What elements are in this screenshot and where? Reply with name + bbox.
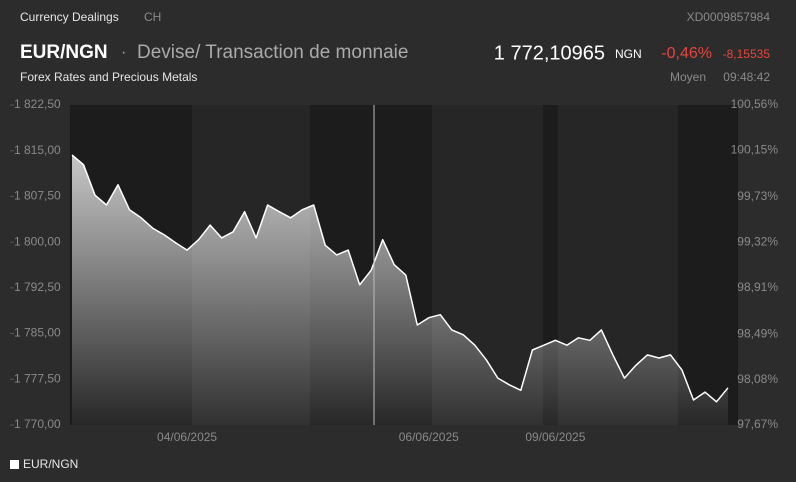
y-tick-label: 1 807,50 xyxy=(14,189,61,203)
price-type: Moyen xyxy=(670,70,706,84)
y-tick-label: 1 822,50 xyxy=(14,97,61,111)
y2-tick-label: 100,56% xyxy=(731,97,779,111)
time: 09:48:42 xyxy=(723,70,770,84)
y-tick-label: 1 800,00 xyxy=(14,234,61,248)
y2-tick-label: 99,73% xyxy=(737,189,778,203)
y-tick-label: 1 770,00 xyxy=(14,417,61,431)
legend-label: EUR/NGN xyxy=(23,457,78,471)
currency: NGN xyxy=(615,47,642,61)
y2-tick-label: 98,08% xyxy=(737,372,778,386)
y2-tick-label: 99,32% xyxy=(737,234,778,248)
x-tick-label: 06/06/2025 xyxy=(399,430,459,444)
y2-tick-label: 97,67% xyxy=(737,417,778,431)
country: CH xyxy=(144,10,161,24)
legend-swatch xyxy=(10,460,19,469)
plot: 1 822,50 1 815,00 1 807,50 1 800,00 1 792,50… xyxy=(10,97,778,444)
y-tick-label: 1 815,00 xyxy=(14,143,61,157)
x-tick-label: 09/06/2025 xyxy=(525,430,585,444)
line xyxy=(71,154,729,403)
area xyxy=(72,155,728,425)
change-abs: -8,15535 xyxy=(723,47,771,61)
x-tick-label: 04/06/2025 xyxy=(157,430,217,444)
day-band xyxy=(678,105,738,425)
y2-tick-label: 98,91% xyxy=(737,280,778,294)
y-tick-label: 1 777,50 xyxy=(14,371,61,385)
category: Forex Rates and Precious Metals xyxy=(20,70,197,84)
change-pct: -0,46% xyxy=(661,45,712,62)
symbol: EUR/NGN xyxy=(20,42,108,63)
source: Currency Dealings xyxy=(20,10,119,24)
y-tick-label: 1 785,00 xyxy=(14,326,61,340)
separator: · xyxy=(121,44,126,61)
description: Devise/ Transaction de monnaie xyxy=(137,42,408,63)
y-tick-label: 1 792,50 xyxy=(14,280,61,294)
isin: XD0009857984 xyxy=(687,10,771,24)
price: 1 772,10965 xyxy=(494,42,605,64)
y2-tick-label: 98,49% xyxy=(737,326,778,340)
y2-tick-label: 100,15% xyxy=(731,143,779,157)
